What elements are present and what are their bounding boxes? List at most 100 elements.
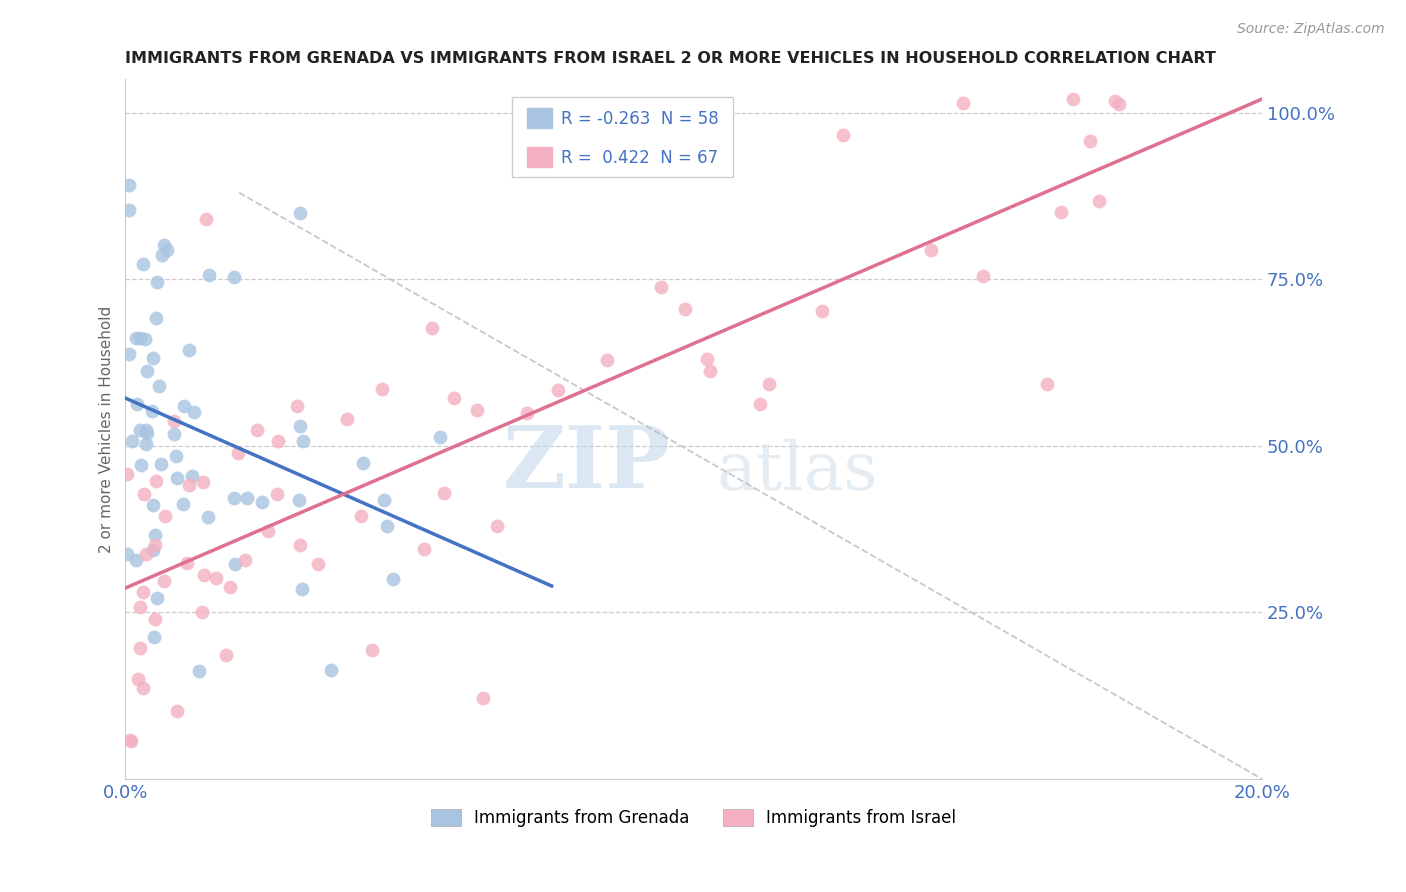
Point — [250, 495, 273, 509]
Point — [143, 612, 166, 626]
Point — [148, 379, 170, 393]
Point — [375, 519, 398, 533]
Point — [141, 404, 163, 418]
Point — [226, 446, 249, 460]
Point — [163, 426, 186, 441]
Point — [135, 423, 157, 437]
Point — [215, 648, 238, 662]
Text: IMMIGRANTS FROM GRENADA VS IMMIGRANTS FROM ISRAEL 2 OR MORE VEHICLES IN HOUSEHOL: IMMIGRANTS FROM GRENADA VS IMMIGRANTS FR… — [125, 51, 1216, 66]
Point — [129, 458, 152, 472]
Point — [952, 96, 974, 111]
Point — [135, 364, 157, 378]
Point — [1049, 205, 1071, 219]
Point — [373, 492, 395, 507]
Point — [245, 423, 267, 437]
Point — [350, 509, 373, 524]
Point — [233, 553, 256, 567]
Point — [142, 351, 165, 365]
Point — [181, 468, 204, 483]
Point — [143, 539, 166, 553]
Point — [381, 572, 404, 586]
Point — [118, 347, 141, 361]
Point — [166, 471, 188, 485]
Point — [465, 403, 488, 417]
Point — [129, 599, 152, 614]
Point — [136, 426, 159, 441]
Point — [650, 279, 672, 293]
Point — [132, 585, 155, 599]
Point — [117, 202, 139, 217]
Point — [146, 276, 169, 290]
Point — [352, 456, 374, 470]
Point — [336, 412, 359, 426]
FancyBboxPatch shape — [527, 108, 551, 128]
Point — [197, 268, 219, 283]
FancyBboxPatch shape — [512, 97, 734, 178]
Point — [143, 631, 166, 645]
Point — [420, 321, 443, 335]
Point — [920, 243, 942, 257]
Point — [1104, 95, 1126, 109]
Point — [149, 457, 172, 471]
Point — [699, 364, 721, 378]
Point — [176, 556, 198, 570]
Point — [673, 301, 696, 316]
Point — [131, 257, 153, 271]
Point — [129, 331, 152, 345]
Text: atlas: atlas — [717, 439, 877, 504]
Point — [832, 128, 855, 143]
Point — [135, 437, 157, 451]
Point — [811, 304, 834, 318]
Point — [516, 406, 538, 420]
Point — [319, 663, 342, 677]
Point — [472, 691, 495, 706]
Point — [288, 538, 311, 552]
Point — [222, 491, 245, 505]
Point — [1108, 97, 1130, 112]
Point — [165, 449, 187, 463]
Point — [153, 574, 176, 588]
Point — [1088, 194, 1111, 209]
Point — [288, 206, 311, 220]
Point — [121, 434, 143, 448]
Point — [145, 310, 167, 325]
Point — [256, 524, 278, 538]
Point — [547, 383, 569, 397]
Point — [118, 733, 141, 747]
Point — [134, 486, 156, 500]
Point — [291, 582, 314, 596]
Point — [193, 475, 215, 490]
Text: ZIP: ZIP — [503, 422, 671, 506]
Point — [443, 392, 465, 406]
Point — [134, 333, 156, 347]
Point — [204, 571, 226, 585]
Point — [156, 243, 179, 257]
FancyBboxPatch shape — [527, 147, 551, 167]
Point — [429, 430, 451, 444]
Point — [155, 509, 177, 524]
Point — [267, 434, 290, 449]
Text: R = -0.263  N = 58: R = -0.263 N = 58 — [561, 111, 718, 128]
Point — [193, 568, 215, 582]
Point — [163, 414, 186, 428]
Point — [143, 528, 166, 542]
Point — [177, 477, 200, 491]
Point — [172, 497, 194, 511]
Point — [696, 352, 718, 367]
Point — [371, 382, 394, 396]
Point — [972, 269, 994, 284]
Point — [195, 212, 218, 227]
Point — [188, 665, 211, 679]
Point — [128, 423, 150, 437]
Point — [117, 467, 139, 481]
Point — [166, 704, 188, 718]
Point — [131, 681, 153, 696]
Point — [288, 418, 311, 433]
Point — [173, 399, 195, 413]
Point — [135, 547, 157, 561]
Point — [142, 498, 165, 512]
Point — [125, 553, 148, 567]
Point — [120, 734, 142, 748]
Point — [145, 475, 167, 489]
Point — [125, 331, 148, 345]
